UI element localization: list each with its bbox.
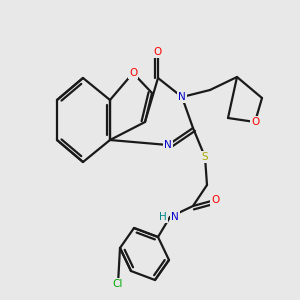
Text: O: O — [129, 68, 137, 78]
Text: N: N — [171, 212, 179, 222]
Text: N: N — [178, 92, 186, 102]
Text: O: O — [211, 195, 219, 205]
Text: O: O — [154, 47, 162, 57]
Text: H: H — [159, 212, 167, 222]
Text: Cl: Cl — [113, 279, 123, 289]
Text: S: S — [202, 152, 208, 162]
Text: N: N — [164, 140, 172, 150]
Text: O: O — [251, 117, 259, 127]
